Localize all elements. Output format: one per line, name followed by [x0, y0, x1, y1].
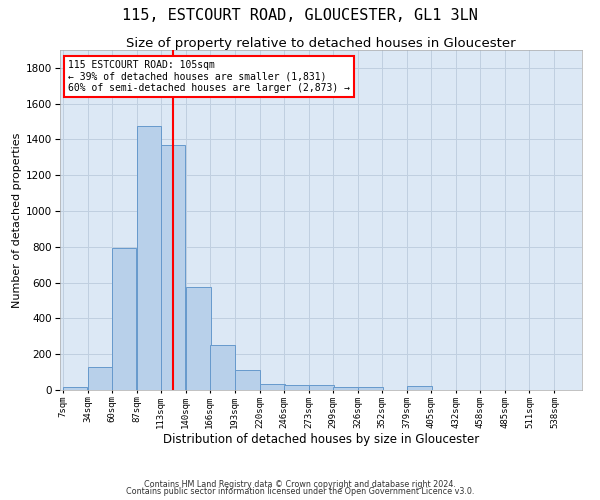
Bar [137, 126, 161, 390]
Bar [63, 388, 87, 390]
Text: 115 ESTCOURT ROAD: 105sqm
← 39% of detached houses are smaller (1,831)
60% of se: 115 ESTCOURT ROAD: 105sqm ← 39% of detac… [68, 60, 350, 94]
Bar [309, 384, 334, 390]
Bar [186, 287, 211, 390]
Bar [284, 384, 309, 390]
Bar [235, 370, 260, 390]
Y-axis label: Number of detached properties: Number of detached properties [12, 132, 22, 308]
X-axis label: Distribution of detached houses by size in Gloucester: Distribution of detached houses by size … [163, 434, 479, 446]
Bar [88, 366, 112, 390]
Bar [112, 248, 136, 390]
Text: Contains HM Land Registry data © Crown copyright and database right 2024.: Contains HM Land Registry data © Crown c… [144, 480, 456, 489]
Text: Contains public sector information licensed under the Open Government Licence v3: Contains public sector information licen… [126, 487, 474, 496]
Bar [210, 346, 235, 390]
Bar [260, 384, 284, 390]
Bar [407, 386, 432, 390]
Bar [333, 388, 358, 390]
Bar [161, 145, 185, 390]
Text: 115, ESTCOURT ROAD, GLOUCESTER, GL1 3LN: 115, ESTCOURT ROAD, GLOUCESTER, GL1 3LN [122, 8, 478, 22]
Title: Size of property relative to detached houses in Gloucester: Size of property relative to detached ho… [126, 37, 516, 50]
Bar [358, 388, 383, 390]
